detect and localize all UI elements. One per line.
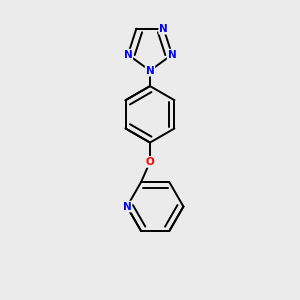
Text: O: O	[146, 157, 154, 167]
Text: N: N	[146, 66, 154, 76]
Text: N: N	[124, 50, 132, 60]
Text: N: N	[123, 202, 131, 212]
Text: N: N	[159, 24, 168, 34]
Text: N: N	[168, 50, 176, 60]
